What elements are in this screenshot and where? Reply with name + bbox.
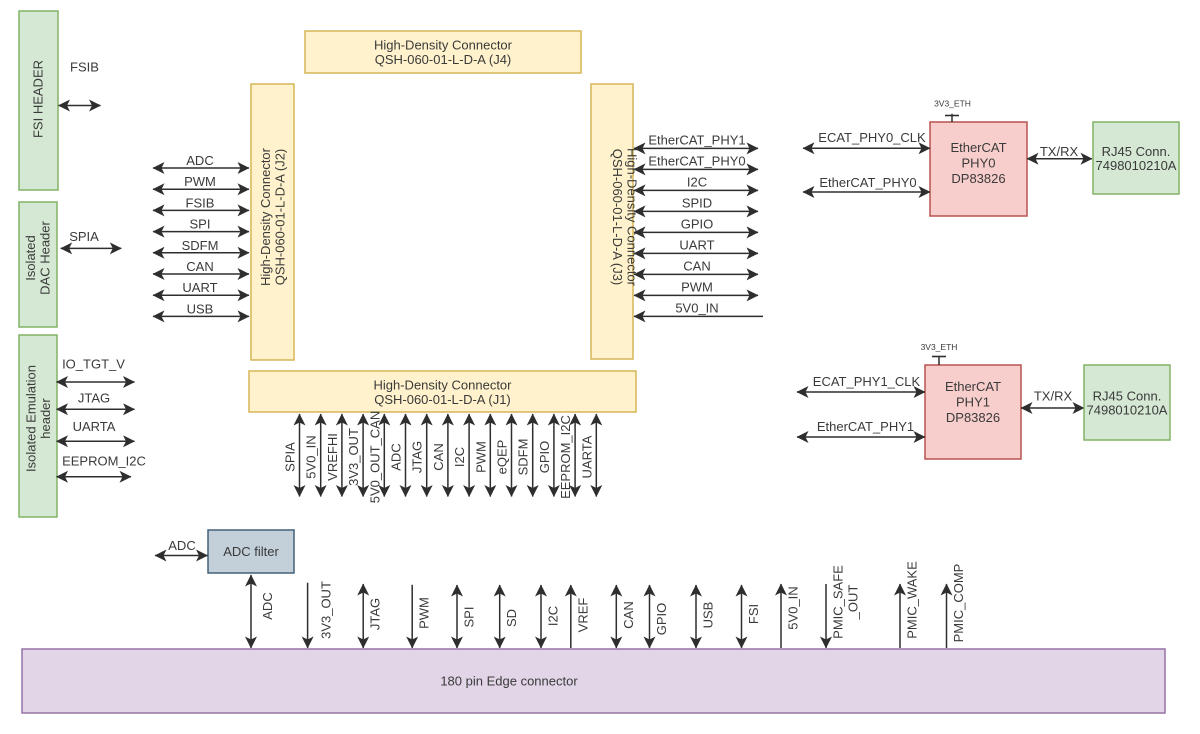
svg-text:RJ45 Conn.7498010210A: RJ45 Conn. 7498010210A xyxy=(1096,144,1177,173)
svg-text:ADC: ADC xyxy=(389,443,404,470)
svg-text:EtherCAT_PHY0: EtherCAT_PHY0 xyxy=(648,154,745,169)
svg-text:ECAT_PHY0_CLK: ECAT_PHY0_CLK xyxy=(818,130,926,145)
svg-text:PMIC_WAKE: PMIC_WAKE xyxy=(905,561,920,639)
svg-text:SDFM: SDFM xyxy=(182,238,219,253)
svg-text:EEPROM_I2C: EEPROM_I2C xyxy=(62,454,146,469)
svg-text:ADC: ADC xyxy=(186,153,213,168)
svg-text:I2C: I2C xyxy=(687,175,707,190)
svg-text:PWM: PWM xyxy=(184,174,216,189)
svg-text:GPIO: GPIO xyxy=(654,603,669,636)
svg-text:ADC: ADC xyxy=(168,538,195,553)
svg-text:TX/RX: TX/RX xyxy=(1034,389,1073,404)
svg-text:CAN: CAN xyxy=(683,259,710,274)
svg-text:ADC filter: ADC filter xyxy=(223,544,279,559)
svg-text:ADC: ADC xyxy=(260,592,275,619)
svg-text:3V3_OUT: 3V3_OUT xyxy=(319,581,334,639)
svg-text:5V0_IN: 5V0_IN xyxy=(675,301,718,316)
svg-text:JTAG: JTAG xyxy=(78,391,110,406)
svg-text:JTAG: JTAG xyxy=(368,598,383,630)
svg-text:CAN: CAN xyxy=(431,443,446,470)
svg-text:High-Density ConnectorQSH-060-: High-Density ConnectorQSH-060-01-L-D-A (… xyxy=(258,147,288,286)
svg-text:EtherCAT_PHY1: EtherCAT_PHY1 xyxy=(648,133,745,148)
svg-text:EtherCAT_PHY1: EtherCAT_PHY1 xyxy=(817,419,914,434)
svg-text:JTAG: JTAG xyxy=(410,441,425,473)
svg-text:CAN: CAN xyxy=(621,601,636,628)
svg-text:PWM: PWM xyxy=(473,441,488,473)
svg-text:UARTA: UARTA xyxy=(579,435,594,478)
svg-text:PWM: PWM xyxy=(681,280,713,295)
svg-text:USB: USB xyxy=(701,602,716,629)
svg-text:High-Density ConnectorQSH-060-: High-Density ConnectorQSH-060-01-L-D-A (… xyxy=(374,37,513,67)
svg-text:UART: UART xyxy=(679,238,714,253)
svg-text:IsolatedDAC Header: IsolatedDAC Header xyxy=(23,220,53,294)
svg-text:GPIO: GPIO xyxy=(681,217,714,232)
svg-text:FSI HEADER: FSI HEADER xyxy=(31,60,46,138)
svg-text:UARTA: UARTA xyxy=(73,419,116,434)
svg-text:5V0_OUT_CAN: 5V0_OUT_CAN xyxy=(367,411,382,503)
svg-text:PMIC_SAFE_OUT: PMIC_SAFE_OUT xyxy=(831,565,861,639)
svg-text:Isolated Emulationheader: Isolated Emulationheader xyxy=(23,365,53,472)
svg-text:PWM: PWM xyxy=(417,597,432,629)
svg-text:3V3_ETH: 3V3_ETH xyxy=(921,342,958,352)
svg-text:CAN: CAN xyxy=(186,259,213,274)
svg-text:VREFHI: VREFHI xyxy=(325,433,340,481)
svg-text:UART: UART xyxy=(182,280,217,295)
svg-text:eQEP: eQEP xyxy=(495,440,510,475)
svg-text:180 pin Edge connector: 180 pin Edge connector xyxy=(440,674,578,689)
svg-text:SDFM: SDFM xyxy=(516,439,531,476)
svg-text:GPIO: GPIO xyxy=(537,441,552,474)
svg-text:5V0_IN: 5V0_IN xyxy=(786,586,801,629)
svg-text:EtherCAT_PHY0: EtherCAT_PHY0 xyxy=(819,175,916,190)
svg-text:FSIB: FSIB xyxy=(186,195,215,210)
svg-text:SD: SD xyxy=(504,609,519,627)
svg-text:SPID: SPID xyxy=(682,196,712,211)
svg-text:FSIB: FSIB xyxy=(70,60,99,75)
svg-text:ECAT_PHY1_CLK: ECAT_PHY1_CLK xyxy=(813,374,921,389)
svg-text:RJ45 Conn.7498010210A: RJ45 Conn. 7498010210A xyxy=(1087,389,1168,418)
svg-text:EEPROM_I2C: EEPROM_I2C xyxy=(558,415,573,499)
svg-text:SPIA: SPIA xyxy=(283,442,298,472)
svg-text:3V3_OUT: 3V3_OUT xyxy=(346,428,361,486)
svg-text:USB: USB xyxy=(187,301,214,316)
svg-text:SPIA: SPIA xyxy=(69,229,99,244)
svg-text:5V0_IN: 5V0_IN xyxy=(304,435,319,478)
svg-text:IO_TGT_V: IO_TGT_V xyxy=(62,357,125,372)
svg-text:FSI: FSI xyxy=(746,604,761,624)
svg-text:VREF: VREF xyxy=(575,598,590,633)
svg-text:PMIC_COMP: PMIC_COMP xyxy=(951,564,966,643)
svg-text:High-Density ConnectorQSH-060-: High-Density ConnectorQSH-060-01-L-D-A (… xyxy=(373,377,512,407)
svg-text:TX/RX: TX/RX xyxy=(1040,144,1079,159)
svg-text:I2C: I2C xyxy=(452,447,467,467)
svg-text:SPI: SPI xyxy=(462,607,477,628)
svg-text:I2C: I2C xyxy=(546,606,561,626)
svg-text:3V3_ETH: 3V3_ETH xyxy=(934,99,971,109)
svg-text:SPI: SPI xyxy=(190,217,211,232)
